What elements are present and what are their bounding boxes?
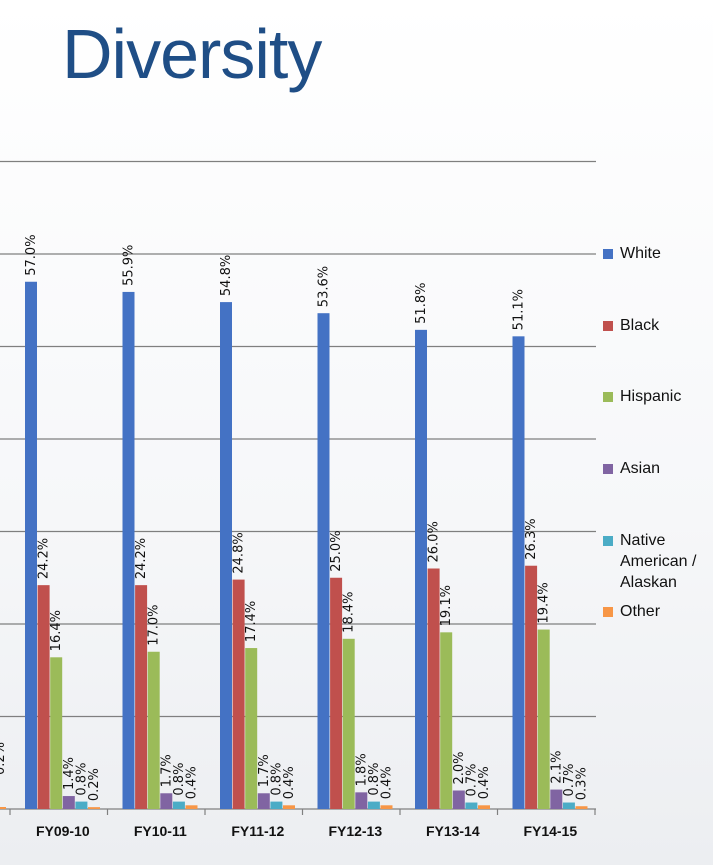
legend-swatch xyxy=(603,321,613,331)
x-tick-label: FY10-11 xyxy=(134,823,187,839)
bar xyxy=(245,648,258,809)
legend-swatch xyxy=(603,464,613,474)
bar xyxy=(185,805,198,809)
data-label: 17.0% xyxy=(147,604,162,645)
data-label: 1.4% xyxy=(62,757,77,790)
data-label: 0.7% xyxy=(464,763,479,796)
bar xyxy=(88,807,100,809)
data-label: 0.8% xyxy=(74,763,89,796)
data-label: 51.1% xyxy=(512,289,527,330)
bar xyxy=(367,801,380,809)
bar xyxy=(452,790,465,809)
gridlines xyxy=(0,160,596,815)
data-label: 1.8% xyxy=(354,753,369,786)
bar xyxy=(122,291,135,809)
data-label: 0.3% xyxy=(575,767,590,800)
data-label: 24.2% xyxy=(37,538,52,579)
bars xyxy=(25,281,588,809)
legend-label: White xyxy=(620,245,661,262)
legend-label: Asian xyxy=(620,460,661,477)
bar xyxy=(160,793,173,809)
chart-misc: 0.2% xyxy=(0,742,8,809)
x-tick-label: FY09-10 xyxy=(36,823,90,839)
data-label: 2.1% xyxy=(549,751,564,784)
data-label: 26.0% xyxy=(427,521,442,562)
legend-label: Hispanic xyxy=(620,388,682,405)
data-label: 51.8% xyxy=(414,283,429,324)
bar xyxy=(427,568,440,809)
data-label: 25.0% xyxy=(329,530,344,571)
bar xyxy=(330,577,343,809)
bar xyxy=(537,629,550,809)
page-title: Diversity xyxy=(62,15,322,93)
bar xyxy=(342,638,355,809)
legend-swatch xyxy=(603,249,613,259)
bar xyxy=(478,805,490,809)
data-label: 0.8% xyxy=(269,763,284,796)
data-label: 0.8% xyxy=(367,763,382,796)
data-label: 0.8% xyxy=(172,763,187,796)
bar xyxy=(257,793,270,809)
bar xyxy=(355,792,368,809)
data-label: 26.3% xyxy=(524,518,539,559)
bar xyxy=(135,585,148,809)
data-label: 0.4% xyxy=(185,766,200,799)
bar xyxy=(62,796,75,809)
bar xyxy=(380,805,393,809)
data-label: 2.0% xyxy=(452,751,467,784)
bar xyxy=(220,302,232,809)
bar xyxy=(465,802,478,809)
data-label: 24.8% xyxy=(232,532,247,573)
bar xyxy=(440,632,453,809)
legend-label: Native American / Alaskan xyxy=(620,532,697,591)
bar xyxy=(147,651,160,809)
data-label: 0.7% xyxy=(562,763,577,796)
x-axis-labels: FY09-10 FY10-11 FY11-12 FY12-13 FY13-14 FY14-… xyxy=(36,823,577,839)
legend-label: Black xyxy=(620,317,660,334)
data-label: 54.8% xyxy=(219,255,234,296)
bar xyxy=(317,313,330,809)
value-labels: 57.0%24.2%16.4%1.4%0.8%0.2%55.9%24.2%17.… xyxy=(24,234,590,801)
bar xyxy=(270,801,283,809)
bar xyxy=(415,329,427,809)
legend-swatch xyxy=(603,607,613,617)
bar xyxy=(550,789,563,809)
data-label: 57.0% xyxy=(24,234,39,275)
data-label: 19.1% xyxy=(439,585,454,626)
bar xyxy=(232,579,245,809)
data-label: 0.4% xyxy=(477,766,492,799)
legend-swatch xyxy=(603,392,613,402)
data-label: 53.6% xyxy=(317,266,332,307)
partial-data-label: 0.2% xyxy=(0,742,8,775)
bar xyxy=(172,801,185,809)
x-tick-label: FY12-13 xyxy=(328,823,382,839)
data-label: 0.2% xyxy=(87,768,102,801)
bar xyxy=(37,585,50,809)
data-label: 24.2% xyxy=(134,538,149,579)
data-label: 1.7% xyxy=(159,754,174,787)
legend-swatch xyxy=(603,536,613,546)
data-label: 17.4% xyxy=(244,601,259,642)
x-tick-label: FY11-12 xyxy=(231,823,284,839)
bar xyxy=(575,806,588,809)
data-label: 0.4% xyxy=(380,766,395,799)
bar xyxy=(75,801,88,809)
data-label: 1.7% xyxy=(257,754,272,787)
bar xyxy=(25,281,37,809)
bar xyxy=(50,657,63,809)
bar xyxy=(562,802,575,809)
x-tick-label: FY13-14 xyxy=(426,823,480,839)
data-label: 0.4% xyxy=(282,766,297,799)
bar xyxy=(512,336,525,809)
bar xyxy=(283,805,295,809)
data-label: 18.4% xyxy=(342,591,357,632)
legend-label: Other xyxy=(620,603,661,620)
partial-bar xyxy=(0,807,6,809)
data-label: 19.4% xyxy=(537,582,552,623)
bar xyxy=(525,565,538,809)
data-label: 55.9% xyxy=(122,245,137,286)
data-label: 16.4% xyxy=(49,610,64,651)
x-tick-label: FY14-15 xyxy=(523,823,577,839)
